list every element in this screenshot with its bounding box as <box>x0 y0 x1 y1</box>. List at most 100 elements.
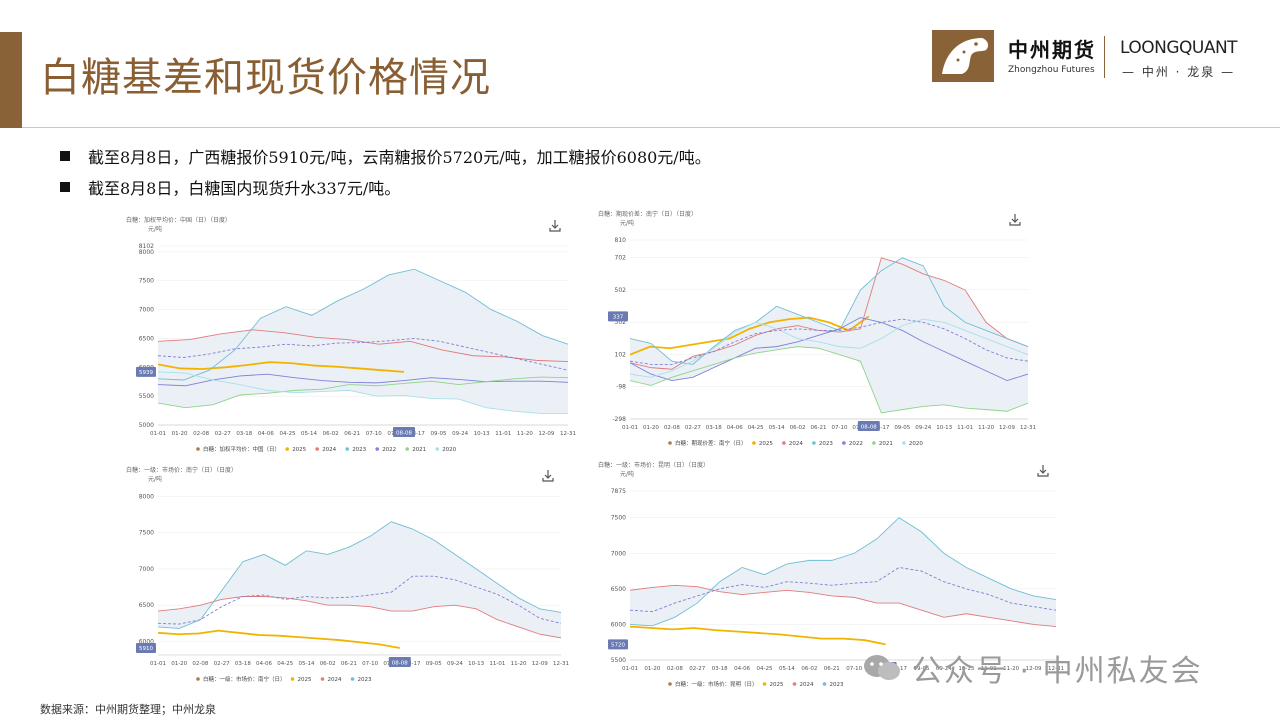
x-tick-label: 07-10 <box>846 666 862 672</box>
legend-marker[interactable] <box>345 447 349 451</box>
loongquant-logo: LOONGQUANT — 中州 · 龙泉 — <box>1120 38 1238 80</box>
x-tick-label: 09-24 <box>915 425 931 431</box>
x-tick-label: 01-01 <box>622 666 638 672</box>
x-tick-label: 09-05 <box>431 431 447 437</box>
logo-cn: 中州期货 <box>1008 38 1096 62</box>
legend-marker[interactable] <box>822 682 827 686</box>
download-icon[interactable] <box>1037 465 1049 477</box>
y-tick-label: -298 <box>612 416 626 423</box>
x-tick-label: 03-18 <box>235 661 251 667</box>
legend-marker[interactable] <box>812 441 816 445</box>
legend-item-2021[interactable]: 2021 <box>412 447 426 453</box>
legend-marker[interactable] <box>350 677 355 681</box>
x-tick-label: 04-06 <box>734 666 750 672</box>
y-tick-label: 7000 <box>611 550 626 557</box>
legend-marker[interactable] <box>320 677 325 681</box>
x-tick-label: 05-14 <box>301 431 317 437</box>
x-tick-label: 08-17 <box>409 431 425 437</box>
legend-marker[interactable] <box>902 441 906 445</box>
x-tick-label: 04-25 <box>748 425 764 431</box>
x-tick-label: 03-18 <box>236 431 252 437</box>
legend: 白糖：一级：市场价：昆明（日） 2025 2024 2023 <box>668 680 844 688</box>
chart-svg: 白糖：一级：市场价：南宁（日）（日度）元/吨 6000 6500 7000 7500 80… <box>126 466 569 683</box>
legend-item-2022[interactable]: 2022 <box>849 441 863 447</box>
x-cursor-marker <box>393 427 415 437</box>
legend-item-2024[interactable]: 2024 <box>322 447 336 453</box>
series-line-2021 <box>157 376 569 409</box>
x-tick-label: 04-25 <box>279 431 295 437</box>
legend-item-2020[interactable]: 2020 <box>909 441 923 447</box>
x-tick-label: 12-09 <box>532 661 548 667</box>
x-tick-label: 08-17 <box>405 661 421 667</box>
x-tick-label: 05-14 <box>769 425 785 431</box>
series-line-2025 <box>629 315 870 356</box>
legend-item-2025[interactable]: 2025 <box>298 677 312 683</box>
legend-marker[interactable] <box>196 447 200 451</box>
chart-weighted-average-price: 白糖：加权平均价：中国（日）（日度）元/吨5000550060006500700… <box>120 210 582 465</box>
x-tick-label: 04-06 <box>727 425 743 431</box>
x-tick-label: 06-21 <box>344 431 360 437</box>
y-tick-label: 7000 <box>139 307 154 314</box>
legend-marker[interactable] <box>762 682 767 686</box>
legend-item-2023[interactable]: 2023 <box>352 447 366 453</box>
chart-market-price-kunming: 白糖：一级：市场价：昆明（日）（日度） 元/吨 5500 6000 6500 7000 75… <box>592 455 1070 700</box>
legend-item-2023[interactable]: 2023 <box>819 441 833 447</box>
legend-item-2025[interactable]: 2025 <box>759 441 773 447</box>
legend-marker[interactable] <box>872 441 876 445</box>
x-tick-label: 05-14 <box>298 661 314 667</box>
download-icon[interactable] <box>542 470 554 482</box>
series-line-2024 <box>157 329 569 362</box>
legend-marker[interactable] <box>285 447 289 451</box>
legend-item-2024[interactable]: 2024 <box>800 682 814 688</box>
legend-item-2023[interactable]: 2023 <box>830 682 844 688</box>
legend-item-2021[interactable]: 2021 <box>879 441 893 447</box>
download-icon[interactable] <box>1009 214 1021 226</box>
series-line-2024 <box>629 584 1057 628</box>
y-tick-label: 7500 <box>611 515 626 522</box>
x-tick-label: 07-10 <box>366 431 382 437</box>
legend-marker[interactable] <box>435 447 440 451</box>
legend-item-2024[interactable]: 2024 <box>328 677 342 683</box>
y-tick-label: 502 <box>615 287 627 294</box>
x-cursor-label: 08-08 <box>392 661 408 667</box>
legend-item-2024[interactable]: 2024 <box>789 441 803 447</box>
legend-item-2023[interactable]: 2023 <box>358 677 372 683</box>
legend-item-2022[interactable]: 2022 <box>382 447 396 453</box>
brand2-en: LOONGQUANT <box>1120 38 1238 58</box>
legend-marker[interactable] <box>375 447 379 451</box>
legend-marker[interactable] <box>668 682 672 686</box>
wechat-watermark: 公众号 · 中州私友会 <box>862 646 1203 690</box>
chart-svg: 白糖：一级：市场价：昆明（日）（日度）元/吨 5500 6000 6500 7000 75… <box>598 461 1064 688</box>
x-tick-label: 10-13 <box>936 425 952 431</box>
legend-item-2020[interactable]: 2020 <box>442 447 456 453</box>
legend-marker[interactable] <box>668 441 672 445</box>
x-tick-label: 08-17 <box>873 425 889 431</box>
chart-title: 白糖：一级：市场价：南宁（日）（日度） <box>126 466 237 474</box>
series-line-avg <box>157 575 562 625</box>
y-value-label: 5720 <box>611 642 625 648</box>
y-value-marker <box>608 639 628 650</box>
legend-marker[interactable] <box>782 441 786 445</box>
legend-marker[interactable] <box>315 447 319 451</box>
legend-marker[interactable] <box>405 447 410 451</box>
legend-marker[interactable] <box>792 682 797 686</box>
series-line-2023 <box>629 257 1029 365</box>
y-axis-unit: 元/吨 <box>620 470 634 478</box>
series-line-avg <box>629 318 1029 365</box>
x-tick-label: 02-27 <box>214 661 230 667</box>
x-tick-label: 11-20 <box>511 661 527 667</box>
legend-marker[interactable] <box>752 441 756 445</box>
x-tick-label: 03-18 <box>712 666 728 672</box>
x-cursor-label: 08-08 <box>861 425 877 431</box>
x-tick-label: 09-24 <box>447 661 463 667</box>
legend-marker[interactable] <box>196 677 200 681</box>
data-source: 数据来源：中州期货整理；中州龙泉 <box>40 703 216 716</box>
legend-item-2025[interactable]: 2025 <box>292 447 306 453</box>
legend-marker[interactable] <box>842 441 846 445</box>
legend-title: 白糖：期现价差：南宁（日） <box>675 439 747 447</box>
download-icon[interactable] <box>549 220 561 232</box>
legend-marker[interactable] <box>290 677 295 681</box>
legend-item-2025[interactable]: 2025 <box>770 682 784 688</box>
y-axis-unit: 元/吨 <box>620 219 634 227</box>
x-tick-label: 01-01 <box>150 431 166 437</box>
